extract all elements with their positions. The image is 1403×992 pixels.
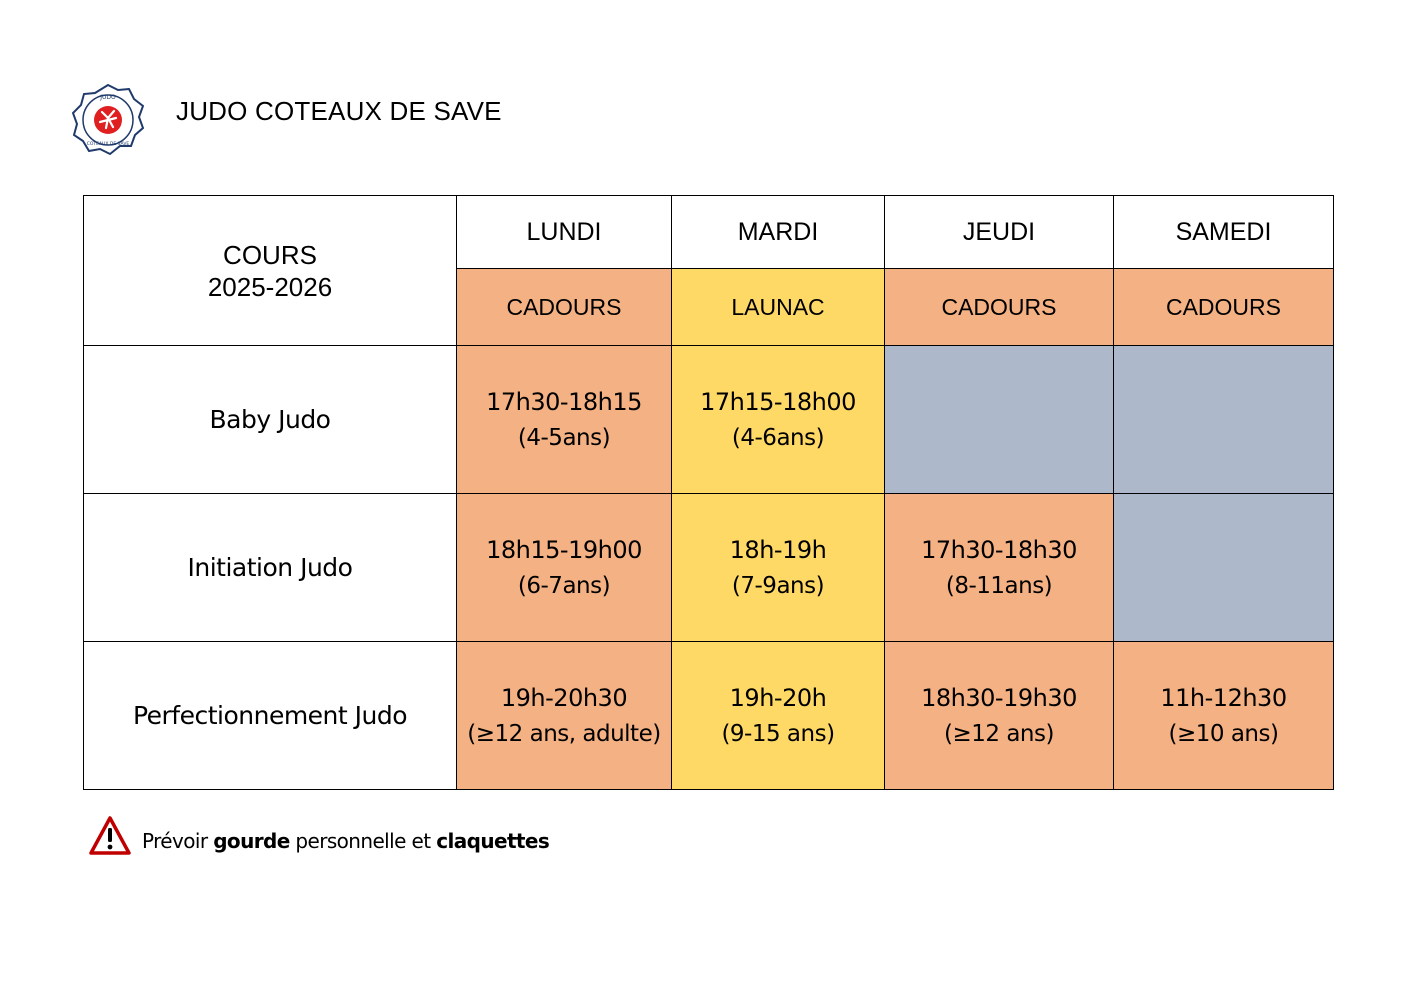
slot-age: (≥12 ans)	[944, 720, 1054, 747]
day-header-lundi: LUNDI	[456, 195, 672, 269]
row-label-baby-judo: Baby Judo	[83, 345, 457, 494]
slot-initiation-jeudi: 17h30-18h30 (8-11ans)	[884, 493, 1114, 642]
slot-initiation-samedi-empty	[1113, 493, 1334, 642]
logo-top-text: JUDO	[99, 94, 116, 101]
slot-age: (4-5ans)	[517, 424, 611, 451]
slot-perfectionnement-mardi: 19h-20h (9-15 ans)	[671, 641, 885, 790]
reminder-text-part1: Prévoir	[142, 829, 214, 853]
logo-bottom-text: COTEAUX DE SAVE	[87, 141, 130, 147]
slot-time: 19h-20h	[729, 683, 827, 712]
slot-time: 17h15-18h00	[700, 387, 856, 416]
slot-age: (≥10 ans)	[1168, 720, 1279, 747]
club-title: JUDO COTEAUX DE SAVE	[176, 96, 502, 126]
slot-age: (6-7ans)	[517, 572, 611, 599]
venue-mardi: LAUNAC	[671, 268, 885, 346]
slot-initiation-lundi: 18h15-19h00 (6-7ans)	[456, 493, 672, 642]
slot-baby-jeudi-empty	[884, 345, 1114, 494]
slot-age: (9-15 ans)	[721, 720, 835, 747]
slot-baby-mardi: 17h15-18h00 (4-6ans)	[671, 345, 885, 494]
slot-perfectionnement-samedi: 11h-12h30 (≥10 ans)	[1113, 641, 1334, 790]
day-header-mardi: MARDI	[671, 195, 885, 269]
reminder-bold-claquettes: claquettes	[436, 829, 550, 853]
table-row-perfectionnement-judo: Perfectionnement Judo 19h-20h30 (≥12 ans…	[83, 641, 1334, 790]
schedule-table: COURS 2025-2026 LUNDI MARDI JEUDI SAMEDI…	[83, 195, 1334, 790]
slot-time: 17h30-18h15	[486, 387, 642, 416]
slot-time: 18h30-19h30	[921, 683, 1077, 712]
slot-age: (4-6ans)	[731, 424, 825, 451]
slot-initiation-mardi: 18h-19h (7-9ans)	[671, 493, 885, 642]
judo-club-logo-icon: JUDO COTEAUX DE SAVE	[72, 84, 144, 156]
table-row-initiation-judo: Initiation Judo 18h15-19h00 (6-7ans) 18h…	[83, 493, 1334, 642]
slot-time: 17h30-18h30	[921, 535, 1077, 564]
slot-baby-lundi: 17h30-18h15 (4-5ans)	[456, 345, 672, 494]
row-label-perfectionnement-judo: Perfectionnement Judo	[83, 641, 457, 790]
venue-jeudi: CADOURS	[884, 268, 1114, 346]
slot-time: 18h15-19h00	[486, 535, 642, 564]
slot-perfectionnement-lundi: 19h-20h30 (≥12 ans, adulte)	[456, 641, 672, 790]
reminder-note: Prévoir gourde personnelle et claquettes	[88, 814, 550, 858]
slot-age: (8-11ans)	[945, 572, 1053, 599]
slot-time: 11h-12h30	[1160, 683, 1287, 712]
slot-perfectionnement-jeudi: 18h30-19h30 (≥12 ans)	[884, 641, 1114, 790]
slot-age: (≥12 ans, adulte)	[467, 720, 661, 747]
venue-samedi: CADOURS	[1113, 268, 1334, 346]
courses-label: COURS	[223, 239, 317, 270]
venue-lundi: CADOURS	[456, 268, 672, 346]
slot-time: 18h-19h	[729, 535, 827, 564]
slot-age: (7-9ans)	[731, 572, 825, 599]
season-label: 2025-2026	[207, 271, 333, 302]
row-label-initiation-judo: Initiation Judo	[83, 493, 457, 642]
table-row-baby-judo: Baby Judo 17h30-18h15 (4-5ans) 17h15-18h…	[83, 345, 1334, 494]
reminder-text: Prévoir gourde personnelle et claquettes	[142, 829, 550, 853]
day-header-jeudi: JEUDI	[884, 195, 1114, 269]
warning-icon	[89, 816, 131, 855]
reminder-text-part2: personnelle et	[289, 829, 437, 853]
slot-time: 19h-20h30	[500, 683, 628, 712]
reminder-bold-gourde: gourde	[213, 829, 290, 853]
day-header-samedi: SAMEDI	[1113, 195, 1334, 269]
slot-baby-samedi-empty	[1113, 345, 1334, 494]
table-corner-cell: COURS 2025-2026	[83, 195, 457, 346]
